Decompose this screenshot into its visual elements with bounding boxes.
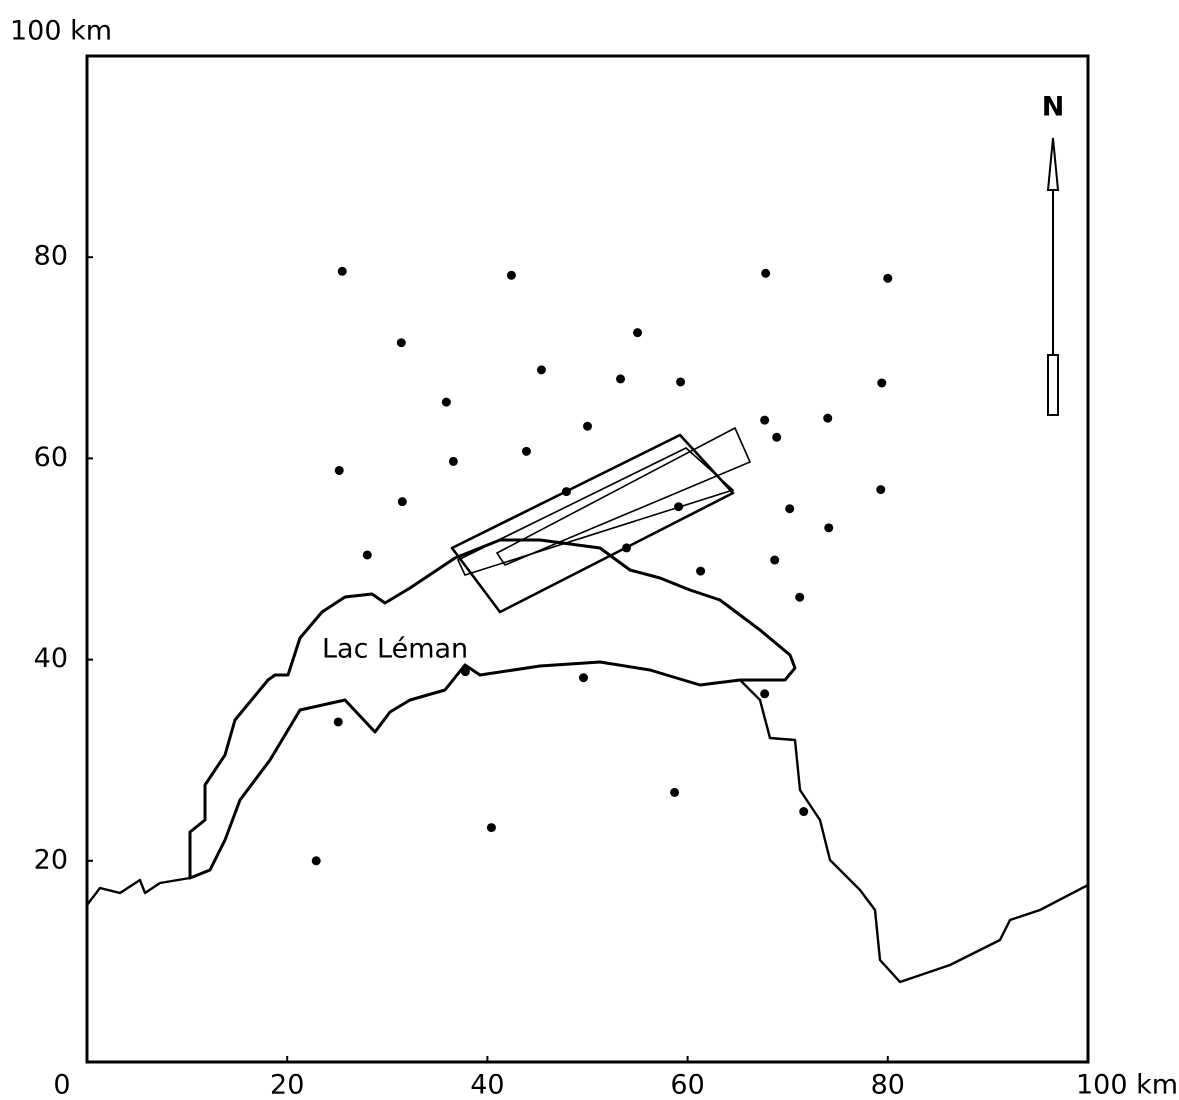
y-tick-label: 100 km [10,16,112,47]
station-point [674,502,684,512]
station-point [448,456,458,466]
station-point [760,689,770,699]
station-point [795,592,805,602]
station-point [696,566,706,576]
lake-label: Lac Léman [322,634,468,665]
station-point [578,673,588,683]
station-point [521,446,531,456]
y-tick-label: 40 [34,643,68,674]
y-tick-label: 60 [34,442,68,473]
station-point [616,374,626,384]
lake-shore [188,538,797,880]
north-label: N [1042,92,1065,123]
station-point [441,397,451,407]
station-point [337,266,347,276]
station-point [761,268,771,278]
zone-outline [495,426,752,566]
x-tick-label: 40 [470,1070,504,1100]
station-point [633,328,643,338]
station-point [785,504,795,514]
station-point [536,365,546,375]
station-point [676,377,686,387]
border [739,679,1089,984]
x-tick-label: 20 [270,1070,304,1100]
station-point [397,497,407,507]
station-point [334,465,344,475]
station-point [362,550,372,560]
station-point [583,421,592,431]
station-point [311,856,321,866]
x-tick-label: 0 [53,1070,70,1100]
zone-outline [456,447,735,576]
y-tick-label: 20 [34,844,68,875]
north-arrowhead [1046,137,1060,191]
station-point [670,787,680,797]
station-point [622,543,632,553]
station-point [877,378,887,388]
station-point [506,270,516,280]
station-point [486,823,496,833]
station-point [772,432,782,442]
station-point [883,273,893,283]
station-point [460,667,470,677]
station-point [333,717,343,727]
border [86,876,191,906]
station-point [760,415,770,425]
station-point [823,413,833,423]
zone-outline [450,433,735,614]
station-point [799,807,809,817]
station-point [770,555,780,565]
x-tick-label: 80 [871,1070,905,1100]
station-point [561,487,571,497]
y-tick-label: 80 [34,241,68,272]
station-point [876,485,886,495]
station-point [396,338,406,348]
north-arrow-tail [1047,354,1059,416]
station-point [824,523,834,533]
map-frame [85,54,1090,1064]
x-tick-label: 100 km [1076,1070,1178,1100]
x-tick-label: 60 [670,1070,704,1100]
